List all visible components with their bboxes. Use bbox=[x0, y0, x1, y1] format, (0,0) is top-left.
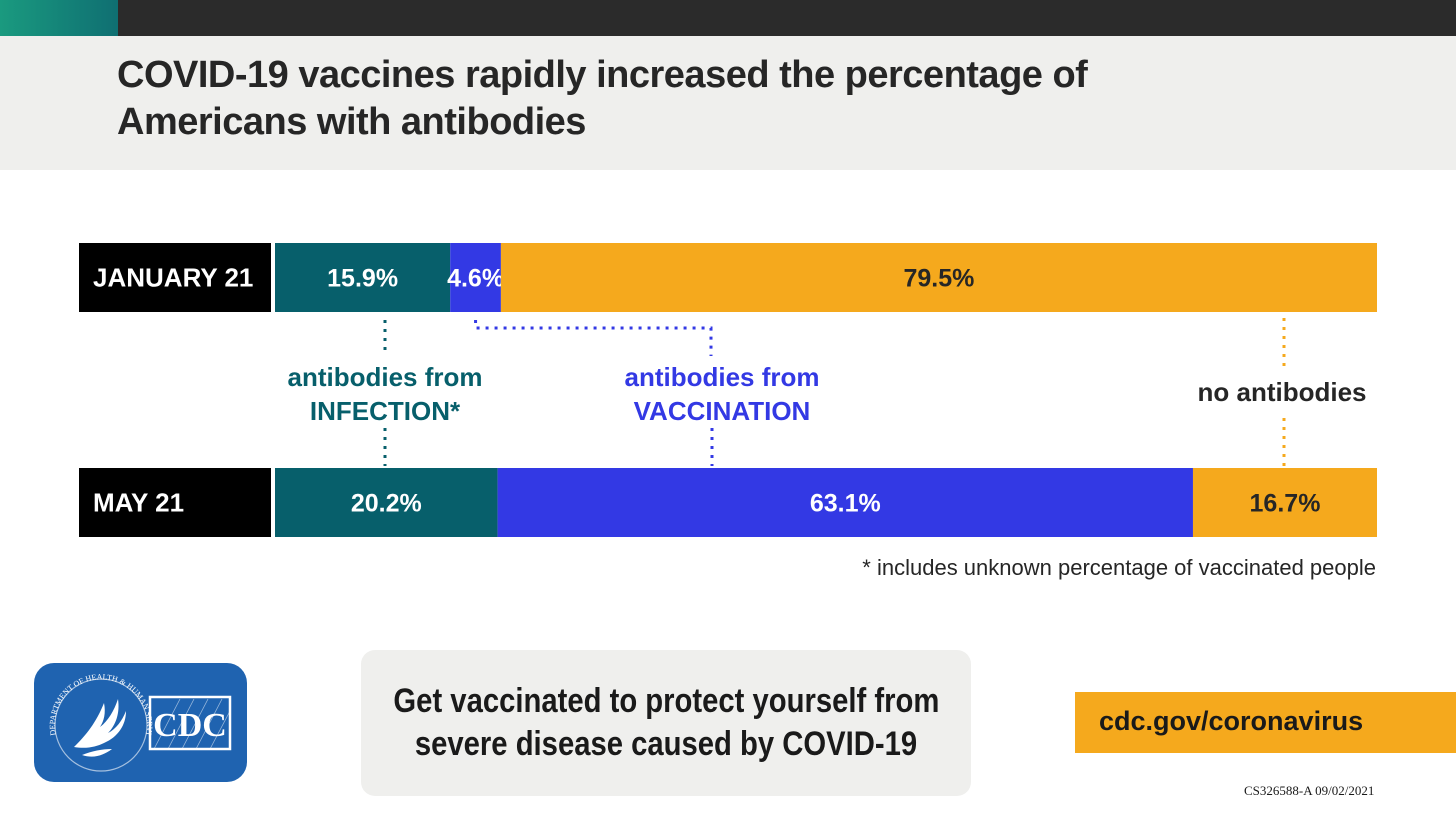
url-link[interactable]: cdc.gov/coronavirus bbox=[1099, 706, 1364, 736]
leader-line bbox=[474, 320, 713, 356]
category-label-bg bbox=[79, 468, 271, 537]
hhs-cdc-logo: DEPARTMENT OF HEALTH & HUMAN SERVICES · … bbox=[34, 663, 247, 782]
legend-label: INFECTION* bbox=[310, 396, 461, 426]
data-label: 20.2% bbox=[351, 490, 422, 518]
top-bar-accent bbox=[0, 0, 118, 36]
chart-title-line-1: COVID-19 vaccines rapidly increased the … bbox=[117, 54, 1088, 96]
data-label: 63.1% bbox=[810, 490, 881, 518]
data-label: 79.5% bbox=[904, 265, 975, 293]
cta-line-2: severe disease caused by COVID-19 bbox=[414, 725, 918, 763]
category-label: MAY 21 bbox=[93, 488, 184, 518]
document-code: CS326588-A 09/02/2021 bbox=[1244, 783, 1375, 798]
legend-label: antibodies from bbox=[624, 362, 819, 392]
bar-segment bbox=[497, 468, 1193, 537]
bar-segment bbox=[450, 243, 501, 312]
data-label: 15.9% bbox=[327, 265, 398, 293]
chart-title-line-2: Americans with antibodies bbox=[117, 101, 586, 143]
logo-brand-text: CDC bbox=[153, 707, 227, 744]
data-label: 16.7% bbox=[1250, 490, 1321, 518]
category-label: JANUARY 21 bbox=[93, 263, 253, 293]
bar-segment bbox=[1192, 468, 1377, 537]
bar-segment bbox=[275, 243, 451, 312]
header-band bbox=[0, 36, 1456, 170]
hhs-eagle-icon bbox=[74, 699, 126, 757]
footnote: * includes unknown percentage of vaccina… bbox=[862, 555, 1376, 580]
bar-segment bbox=[275, 468, 498, 537]
legend-label: antibodies from bbox=[287, 362, 482, 392]
legend-label: no antibodies bbox=[1198, 377, 1367, 407]
bar-segment bbox=[500, 243, 1377, 312]
url-banner: cdc.gov/coronavirus bbox=[1075, 692, 1456, 753]
category-label-bg bbox=[79, 243, 271, 312]
legend-label: VACCINATION bbox=[634, 396, 811, 426]
top-bar bbox=[0, 0, 1456, 36]
call-to-action-box: Get vaccinated to protect yourself from … bbox=[361, 650, 971, 796]
data-label: 4.6% bbox=[447, 265, 504, 293]
chart-title: COVID-19 vaccines rapidly increased the … bbox=[117, 52, 1267, 146]
cta-line-1: Get vaccinated to protect yourself from bbox=[393, 682, 939, 720]
